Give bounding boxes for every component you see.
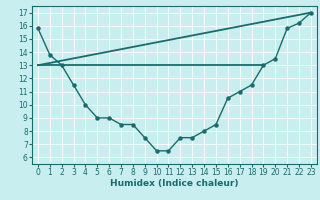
X-axis label: Humidex (Indice chaleur): Humidex (Indice chaleur) (110, 179, 239, 188)
